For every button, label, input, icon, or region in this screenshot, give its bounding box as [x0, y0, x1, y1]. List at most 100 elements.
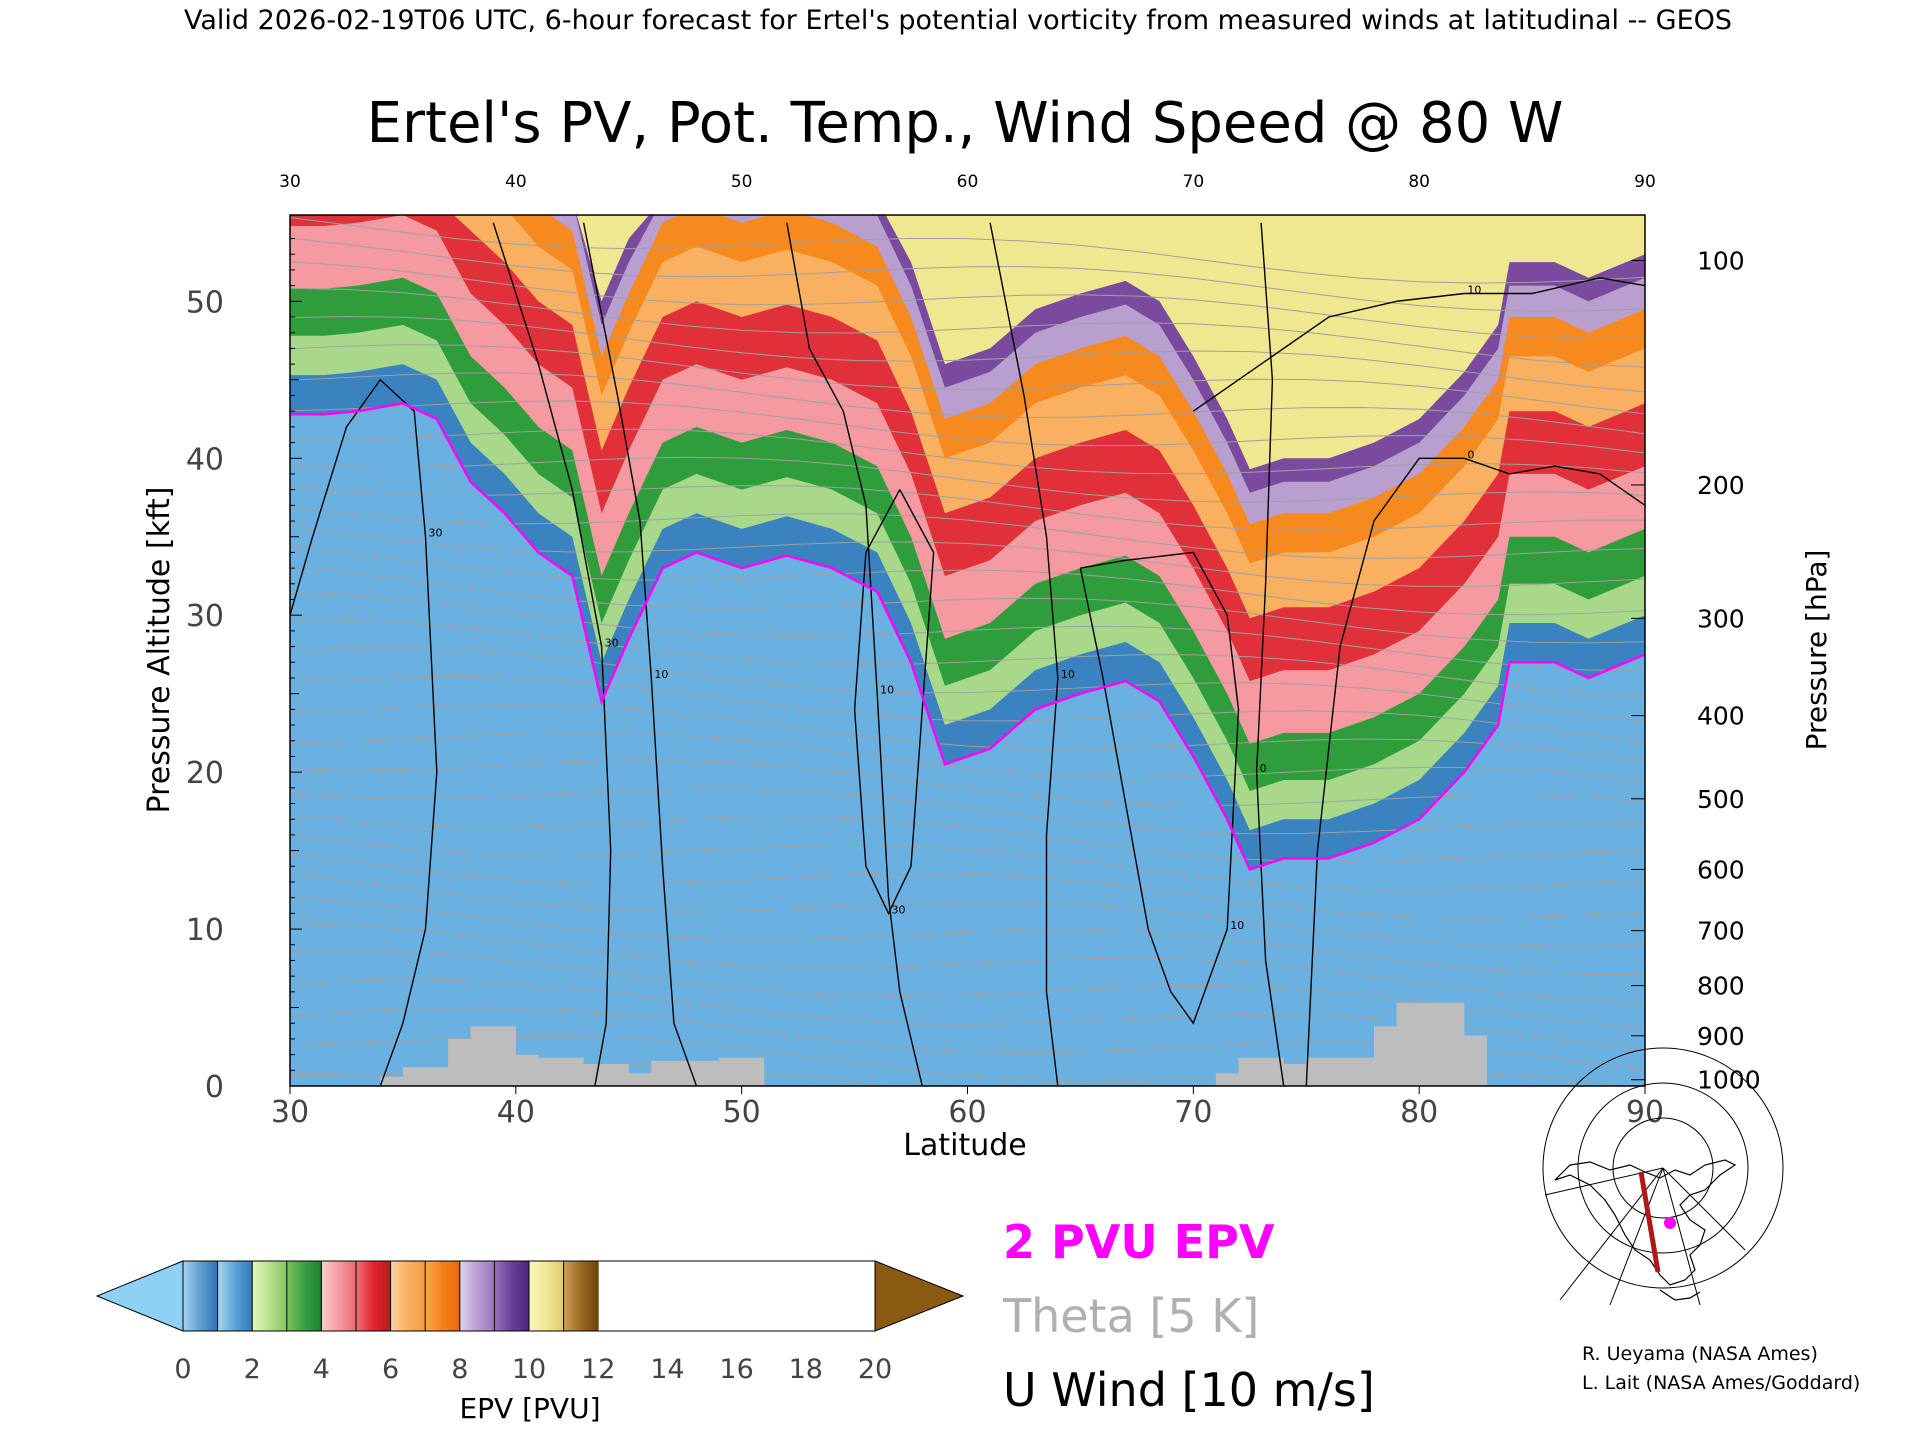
wind-contour	[853, 489, 935, 916]
wind-contour	[1255, 222, 1285, 1086]
y-tick-label: 0	[205, 1070, 224, 1105]
x-tick-label: 50	[723, 1095, 761, 1130]
theta-line	[290, 675, 1645, 743]
x-top-tick-label: 40	[505, 172, 527, 192]
x-top-tick-label: 90	[1634, 172, 1656, 192]
wind-contour-label: 10	[1230, 919, 1244, 932]
theta-line	[290, 760, 1645, 807]
pressure-tick-label: 700	[1697, 917, 1745, 946]
y2-axis-label: Pressure [hPa]	[1800, 550, 1833, 751]
x-top-tick-label: 80	[1408, 172, 1430, 192]
section-track	[1638, 1171, 1661, 1273]
pressure-tick-label: 800	[1697, 972, 1745, 1001]
y-tick-label: 10	[186, 913, 224, 948]
wind-contour	[1192, 277, 1645, 412]
theta-line	[290, 923, 1645, 1003]
chart-title: Ertel's PV, Pot. Temp., Wind Speed @ 80 …	[367, 91, 1564, 156]
wind-contour-label: 0	[1260, 762, 1267, 775]
x-top-tick-label: 60	[957, 172, 979, 192]
pv-band-20	[576, 215, 1645, 470]
y-tick-label: 30	[186, 599, 224, 634]
wind-contour	[290, 378, 438, 1086]
colorbar: 0 2 4 6 8 10 12 14 16 18 20	[95, 1260, 965, 1385]
credit-line-1: R. Ueyama (NASA Ames)	[1582, 1343, 1818, 1365]
page-header: Valid 2026-02-19T06 UTC, 6-hour forecast…	[184, 5, 1732, 36]
colorbar-label: EPV [PVU]	[459, 1392, 600, 1425]
colorbar-tick-label: 6	[382, 1354, 399, 1385]
pressure-tick-label: 400	[1697, 702, 1745, 731]
theta-line	[290, 951, 1645, 1029]
colorbar-segment	[252, 1261, 288, 1331]
wind-contour-label: 10	[1467, 283, 1481, 296]
theta-line	[290, 545, 1645, 616]
inset-map	[1542, 1047, 1784, 1306]
y-axis-label: Pressure Altitude [kft]	[142, 487, 177, 814]
wind-contour	[492, 222, 612, 1086]
colorbar-tick-label: 8	[451, 1354, 468, 1385]
surface-terrain	[290, 1002, 1645, 1086]
x-tick-label: 90	[1626, 1095, 1664, 1130]
wind-contour-label: 10	[1061, 668, 1075, 681]
pv-color-bands	[290, 215, 1645, 870]
colorbar-tick-label: 16	[719, 1354, 753, 1385]
theta-line	[290, 814, 1645, 863]
x-top-tick-label: 50	[731, 172, 753, 192]
plot-area: 30 30 10 10 30 10 10 0 0 10	[289, 214, 1646, 1087]
pv-2pvu-contour	[290, 402, 1645, 871]
theta-line	[290, 428, 1645, 475]
colorbar-segment	[494, 1261, 530, 1331]
pressure-tick-label: 500	[1697, 785, 1745, 814]
x-tick-label: 70	[1174, 1095, 1212, 1130]
colorbar-segment	[217, 1261, 253, 1331]
legend-item: U Wind [10 m/s]	[1003, 1363, 1375, 1417]
colorbar-tick-label: 0	[174, 1354, 191, 1385]
x-tick-label: 30	[271, 1095, 309, 1130]
pressure-tick-label: 100	[1697, 247, 1745, 276]
theta-line	[290, 647, 1645, 722]
colorbar-segment	[459, 1261, 495, 1331]
x-tick-label: 80	[1400, 1095, 1438, 1130]
map-coastlines	[1554, 1159, 1737, 1301]
colorbar-tick-label: 2	[244, 1354, 261, 1385]
theta-line	[290, 732, 1645, 782]
colorbar-segment	[425, 1261, 461, 1331]
wind-contour-label: 0	[1467, 448, 1474, 461]
x-axis-label: Latitude	[903, 1128, 1026, 1163]
theta-line	[290, 897, 1645, 976]
colorbar-segment	[321, 1261, 357, 1331]
wind-contour	[1079, 551, 1240, 1025]
terrain-polygon	[290, 1002, 1645, 1086]
pressure-tick-label: 1000	[1697, 1066, 1761, 1095]
colorbar-tick-label: 18	[789, 1354, 823, 1385]
legend: 2 PVU EPV Theta [5 K] U Wind [10 m/s]	[1002, 1215, 1375, 1417]
theta-line	[290, 287, 1645, 368]
theta-line	[290, 853, 1645, 919]
pv-2pvu-line	[290, 402, 1645, 871]
colorbar-segment	[183, 1261, 219, 1331]
credit-line-2: L. Lait (NASA Ames/Goddard)	[1582, 1372, 1860, 1394]
wind-contour-label: 10	[654, 668, 668, 681]
theta-line	[290, 315, 1645, 393]
wind-contour-label: 30	[605, 637, 619, 650]
theta-line	[290, 485, 1645, 531]
theta-line	[290, 344, 1645, 415]
y-tick-label: 40	[186, 442, 224, 477]
colorbar-max-arrow	[874, 1260, 965, 1332]
colorbar-segment	[390, 1261, 426, 1331]
theta-line	[290, 567, 1645, 644]
x-tick-label: 60	[948, 1095, 986, 1130]
theta-line	[290, 456, 1645, 503]
x-tick-label: 40	[497, 1095, 535, 1130]
wind-contour-label: 30	[429, 527, 443, 540]
x-top-tick-label: 70	[1183, 172, 1205, 192]
theta-line	[290, 834, 1645, 891]
pressure-tick-label: 600	[1697, 855, 1745, 884]
y-tick-label: 20	[186, 756, 224, 791]
colorbar-min-arrow	[95, 1260, 184, 1332]
wind-contour	[989, 222, 1059, 1086]
theta-line	[290, 372, 1645, 435]
wind-contour-label: 10	[880, 684, 894, 697]
pressure-tick-label: 300	[1697, 604, 1745, 633]
colorbar-tick-label: 4	[313, 1354, 330, 1385]
